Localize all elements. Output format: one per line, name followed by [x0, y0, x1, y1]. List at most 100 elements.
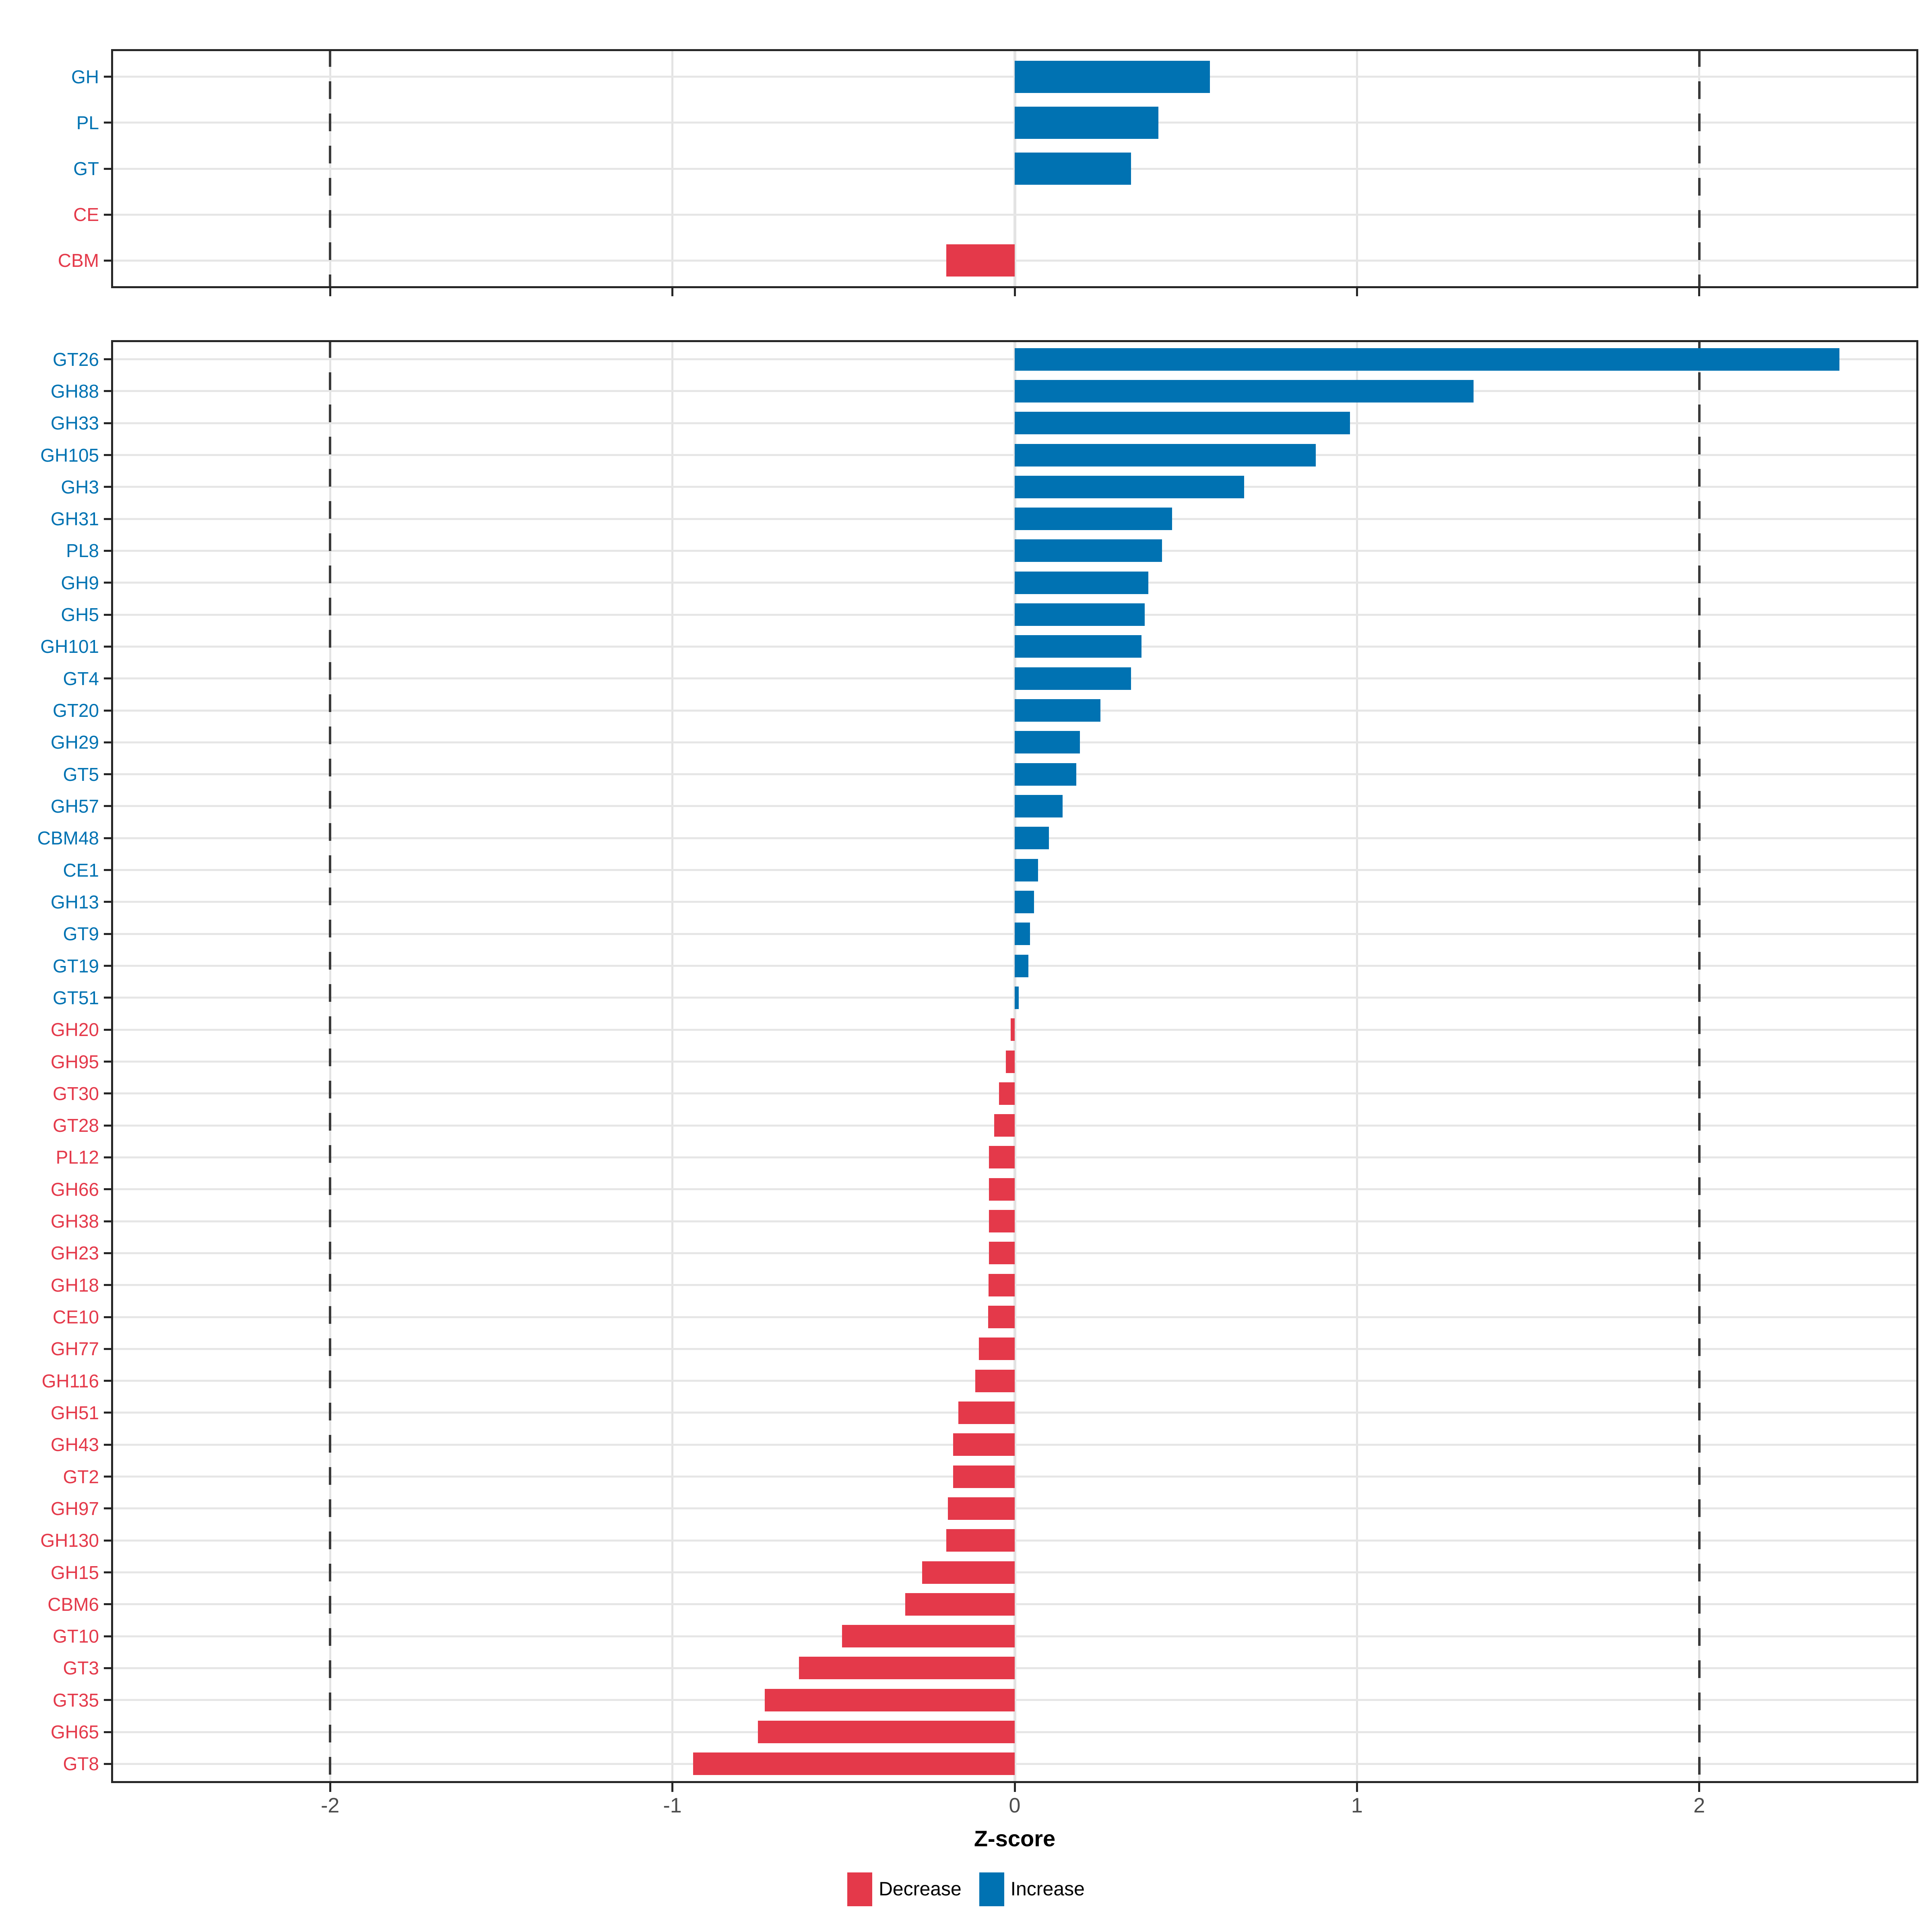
bar-GT51: [1015, 987, 1019, 1009]
y-label-GH3: GH3: [61, 476, 99, 497]
y-tick-GT4: [104, 677, 111, 680]
x-tick: [1698, 1783, 1701, 1792]
bar-CBM6: [905, 1593, 1015, 1616]
bar-GT19: [1015, 955, 1028, 977]
y-label-PL: PL: [76, 112, 99, 133]
y-label-GH97: GH97: [50, 1498, 99, 1519]
bar-GT28: [994, 1114, 1015, 1137]
y-tick-CBM48: [104, 837, 111, 839]
y-label-GH33: GH33: [50, 413, 99, 434]
y-tick-GH57: [104, 805, 111, 807]
gridline-horizontal: [111, 1252, 1918, 1254]
gridline-horizontal: [111, 1571, 1918, 1574]
bar-CE1: [1015, 859, 1038, 881]
bar-GH29: [1015, 731, 1080, 753]
y-label-GT4: GT4: [63, 668, 99, 689]
y-tick-GH130: [104, 1539, 111, 1542]
y-label-CE1: CE1: [63, 859, 99, 881]
bar-GH3: [1015, 476, 1244, 498]
legend-key-increase: [979, 1872, 1004, 1906]
gridline-horizontal: [111, 1156, 1918, 1158]
y-tick-GT: [104, 167, 111, 170]
bar-CBM48: [1015, 827, 1049, 849]
dashed-reference-line: [1698, 49, 1701, 288]
bar-GT3: [799, 1657, 1015, 1679]
y-label-GH18: GH18: [50, 1274, 99, 1296]
gridline-horizontal: [111, 1603, 1918, 1606]
y-tick-CE: [104, 213, 111, 216]
gridline-horizontal: [111, 1412, 1918, 1414]
y-label-GT35: GT35: [52, 1689, 99, 1711]
y-label-GT26: GT26: [52, 349, 99, 370]
y-tick-GH88: [104, 390, 111, 392]
y-label-GT20: GT20: [52, 700, 99, 721]
bar-GH97: [948, 1497, 1015, 1520]
bar-GH77: [978, 1338, 1015, 1360]
legend-item-increase: Increase: [979, 1872, 1085, 1906]
y-tick-CE10: [104, 1316, 111, 1318]
y-tick-GH: [104, 76, 111, 78]
y-tick-GH15: [104, 1571, 111, 1574]
y-tick-GT26: [104, 358, 111, 361]
bar-GH20: [1010, 1018, 1015, 1041]
gridline-horizontal: [111, 1699, 1918, 1701]
y-label-GT30: GT30: [52, 1083, 99, 1104]
y-tick-GH105: [104, 454, 111, 456]
dashed-reference-line: [329, 340, 332, 1783]
y-label-GH116: GH116: [41, 1370, 99, 1391]
bar-PL: [1015, 107, 1159, 139]
bar-GT5: [1015, 763, 1077, 786]
gridline-horizontal: [111, 1061, 1918, 1063]
legend-label-decrease: Decrease: [879, 1878, 962, 1900]
y-tick-GH18: [104, 1284, 111, 1286]
bar-GT9: [1015, 923, 1030, 945]
bar-GT4: [1015, 667, 1131, 690]
x-tick-label-0: 0: [1009, 1794, 1021, 1817]
y-tick-GH3: [104, 486, 111, 488]
gridline-horizontal: [111, 1124, 1918, 1127]
y-label-CBM6: CBM6: [47, 1593, 99, 1615]
bar-GH23: [989, 1242, 1015, 1264]
y-tick-GH101: [104, 645, 111, 648]
bar-GH13: [1015, 891, 1034, 913]
x-tick: [671, 1783, 674, 1792]
bar-GT8: [693, 1752, 1015, 1775]
y-tick-GH5: [104, 613, 111, 616]
y-tick-GH116: [104, 1380, 111, 1382]
bar-GH15: [922, 1561, 1015, 1584]
legend-item-decrease: Decrease: [847, 1872, 962, 1906]
y-tick-GH38: [104, 1220, 111, 1222]
gridline-horizontal: [111, 1284, 1918, 1286]
y-tick-GT20: [104, 709, 111, 712]
bar-GH57: [1015, 795, 1063, 817]
y-tick-GT9: [104, 933, 111, 935]
gridline-horizontal: [111, 1188, 1918, 1191]
y-tick-PL: [104, 122, 111, 124]
y-label-PL12: PL12: [56, 1147, 99, 1168]
y-label-GH38: GH38: [50, 1211, 99, 1232]
bar-GH43: [953, 1433, 1015, 1456]
y-tick-PL8: [104, 549, 111, 552]
legend: Decrease Increase: [0, 1872, 1932, 1906]
bar-GH66: [989, 1178, 1015, 1201]
bar-GH33: [1015, 412, 1350, 434]
y-label-CE: CE: [73, 204, 99, 225]
bar-GT20: [1015, 699, 1100, 722]
y-label-GH101: GH101: [40, 636, 99, 657]
y-tick-GT19: [104, 965, 111, 967]
y-label-GT: GT: [73, 158, 99, 179]
y-tick-GT8: [104, 1763, 111, 1765]
y-label-GH15: GH15: [50, 1562, 99, 1583]
y-label-GH13: GH13: [50, 891, 99, 912]
bar-GH51: [958, 1402, 1015, 1424]
bar-GH65: [758, 1721, 1015, 1743]
gridline-horizontal: [111, 213, 1918, 216]
y-tick-GH95: [104, 1061, 111, 1063]
dashed-reference-line: [329, 49, 332, 288]
y-tick-GH29: [104, 741, 111, 743]
bar-GH101: [1015, 635, 1141, 658]
y-tick-GT10: [104, 1635, 111, 1637]
y-label-GT28: GT28: [52, 1115, 99, 1136]
bar-GH5: [1015, 603, 1145, 626]
